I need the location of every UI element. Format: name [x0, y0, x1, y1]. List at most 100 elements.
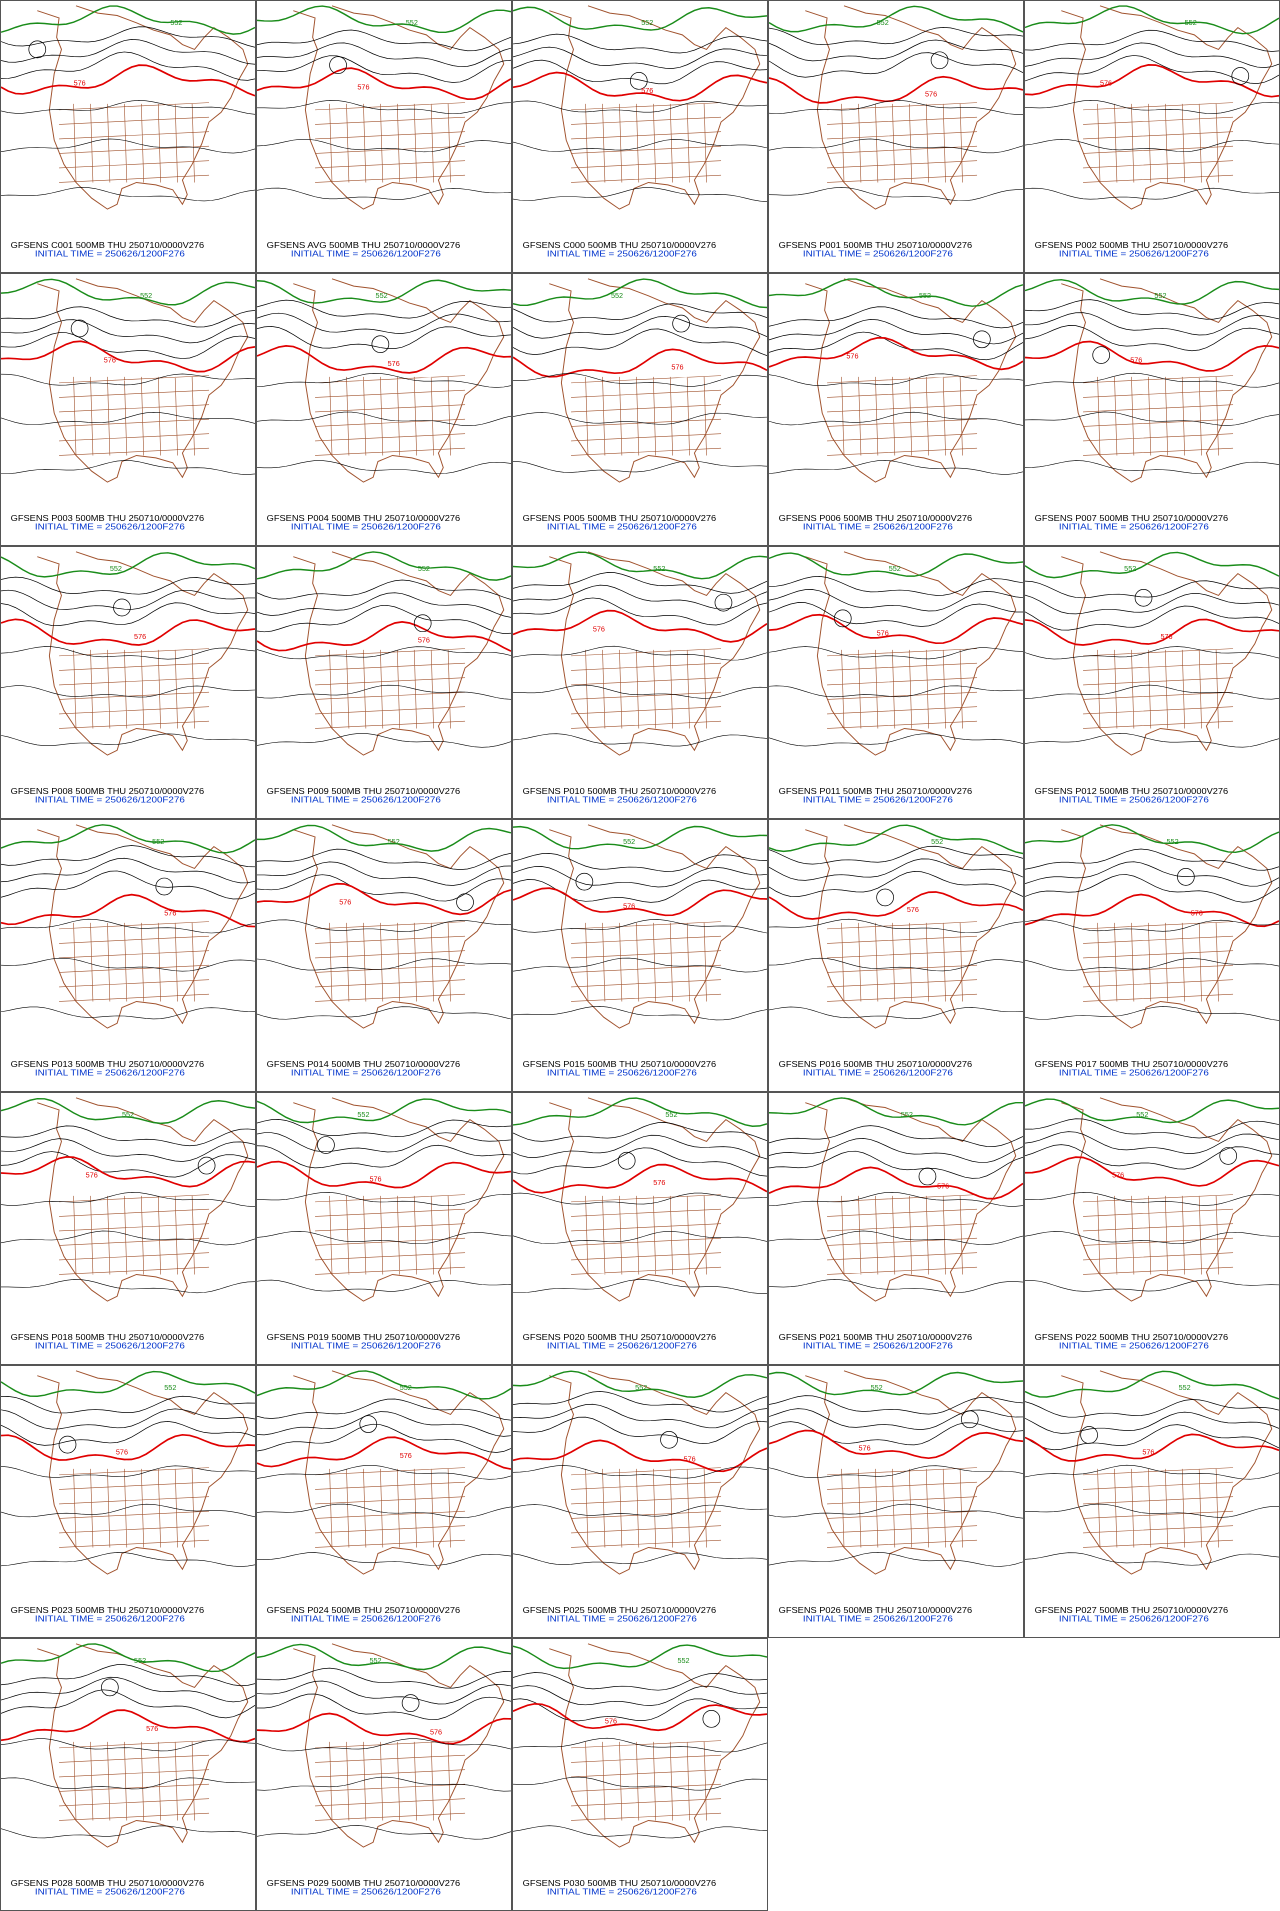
initial-time: INITIAL TIME = 250626/1200F276: [291, 1887, 442, 1896]
contour: [257, 733, 511, 748]
contour: [513, 1504, 767, 1517]
contour: [513, 1403, 767, 1429]
contour-576: [513, 1439, 767, 1473]
contour: [1, 1738, 255, 1752]
initial-time: INITIAL TIME = 250626/1200F276: [547, 1068, 698, 1077]
contour: [1, 685, 255, 698]
contour-label-576: 576: [134, 632, 146, 641]
state-borders: [59, 1740, 210, 1821]
panel-title: GFSENS P011 500MB THU 250710/0000V276: [779, 787, 973, 796]
map-panel: 576 552 GFSENS P030 500MB THU 250710/0000V…: [512, 1638, 768, 1911]
contour: [1025, 299, 1279, 320]
contour: [1, 1230, 255, 1246]
map: 576 552 GFSENS P020 500MB THU 250710/0000V…: [513, 1097, 767, 1350]
contour: [1, 733, 255, 746]
contour-label-552: 552: [1167, 837, 1179, 846]
low-center: [1177, 868, 1195, 886]
contour-label-552: 552: [152, 837, 164, 846]
contour: [513, 597, 767, 626]
contour-576: [1, 618, 255, 646]
contour: [513, 919, 767, 934]
map-panel: 576 552 GFSENS P025 500MB THU 250710/0000V…: [512, 1365, 768, 1638]
state-borders: [315, 921, 466, 1002]
map: 576 552 GFSENS P026 500MB THU 250710/0000V…: [769, 1370, 1023, 1623]
contour-552: [1, 1370, 255, 1397]
map: 576 552 GFSENS P005 500MB THU 250710/0000V…: [513, 278, 767, 531]
state-borders: [1083, 375, 1234, 456]
contour-label-552: 552: [665, 1110, 677, 1119]
state-borders: [827, 102, 978, 183]
contour: [769, 646, 1023, 660]
initial-time: INITIAL TIME = 250626/1200F276: [547, 1614, 698, 1623]
map: 576 552 GFSENS AVG 500MB THU 250710/0000V2…: [257, 5, 511, 258]
contour: [257, 1230, 511, 1244]
contour-576: [1, 64, 255, 97]
contour-552: [769, 278, 1023, 307]
contour-552: [1025, 5, 1279, 35]
contour: [769, 1006, 1023, 1019]
contour: [1, 1151, 255, 1178]
panel-title: GFSENS P004 500MB THU 250710/0000V276: [267, 514, 461, 523]
contour-576: [1, 1709, 255, 1743]
contour: [257, 312, 511, 334]
contour-552: [257, 1098, 511, 1124]
contour-label-576: 576: [846, 352, 858, 361]
contour: [1025, 874, 1279, 903]
contour: [257, 100, 511, 115]
contour: [257, 1776, 511, 1792]
panel-title: GFSENS P002 500MB THU 250710/0000V276: [1035, 241, 1229, 250]
contour-label-576: 576: [339, 898, 351, 907]
contour: [1025, 1399, 1279, 1418]
contour-label-552: 552: [677, 1656, 689, 1665]
contour-552: [1025, 551, 1279, 579]
contour: [257, 373, 511, 388]
contour: [1025, 1131, 1279, 1154]
contour: [513, 412, 767, 425]
low-center: [317, 1136, 335, 1154]
map: 576 552 GFSENS P023 500MB THU 250710/0000V…: [1, 1370, 255, 1623]
contour-label-552: 552: [1136, 1110, 1148, 1119]
contour: [1, 1825, 255, 1839]
contour: [257, 138, 511, 153]
contour-552: [1025, 1098, 1279, 1124]
map-panel: 576 552 GFSENS P006 500MB THU 250710/0000V…: [768, 273, 1024, 546]
low-center: [660, 1430, 678, 1449]
contour: [1025, 1192, 1279, 1206]
contour-label-576: 576: [104, 355, 116, 364]
state-borders: [827, 648, 978, 729]
contour: [1025, 593, 1279, 615]
contour: [257, 1006, 511, 1020]
panel-title: GFSENS P015 500MB THU 250710/0000V276: [523, 1060, 717, 1069]
coastline: [805, 1370, 1017, 1575]
contour: [1, 26, 255, 48]
panel-title: GFSENS P018 500MB THU 250710/0000V276: [11, 1333, 205, 1342]
contour: [257, 29, 511, 52]
contour-label-576: 576: [388, 359, 400, 368]
contour: [1, 1503, 255, 1518]
contour-552: [513, 1370, 767, 1398]
contour-576: [513, 887, 767, 917]
contour: [513, 1006, 767, 1021]
initial-time: INITIAL TIME = 250626/1200F276: [1059, 249, 1210, 258]
contour-label-552: 552: [889, 564, 901, 573]
contour-label-552: 552: [1179, 1383, 1191, 1392]
coastline: [293, 1097, 505, 1302]
low-center: [960, 1410, 979, 1429]
map: 576 552 GFSENS P024 500MB THU 250710/0000V…: [257, 1370, 511, 1623]
contour: [769, 1408, 1023, 1431]
contour-552: [1, 552, 255, 578]
map: 576 552 GFSENS P030 500MB THU 250710/0000V…: [513, 1643, 767, 1896]
contour-552: [513, 278, 767, 309]
map-panel: 576 552 GFSENS P001 500MB THU 250710/0000V…: [768, 0, 1024, 273]
contour-label-576: 576: [1112, 1171, 1124, 1180]
initial-time: INITIAL TIME = 250626/1200F276: [803, 795, 954, 804]
map: 576 552 GFSENS P003 500MB THU 250710/0000V…: [1, 278, 255, 531]
low-center: [1231, 67, 1250, 85]
contour: [257, 1738, 511, 1752]
coastline: [37, 551, 249, 756]
contour: [513, 139, 767, 152]
contour-552: [257, 824, 511, 852]
contour-label-552: 552: [418, 564, 430, 573]
contour: [1025, 1503, 1279, 1518]
contour: [513, 328, 767, 357]
